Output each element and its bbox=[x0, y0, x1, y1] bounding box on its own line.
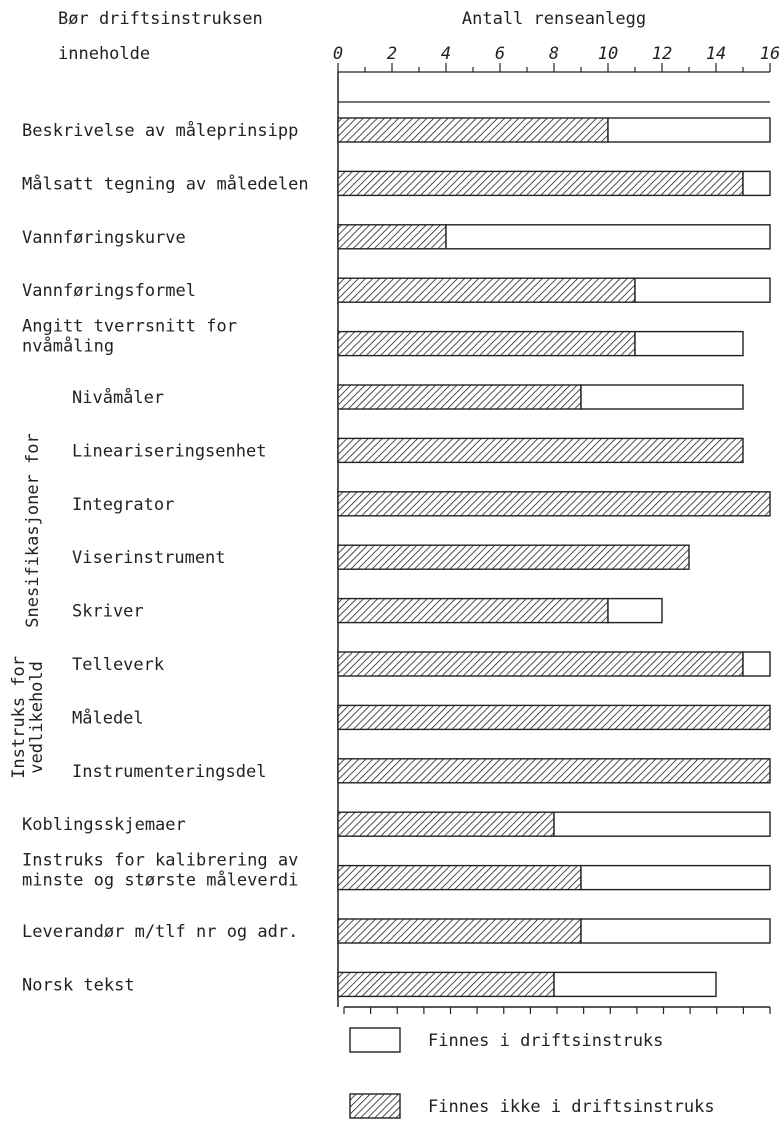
group-label: vedlikehold bbox=[27, 661, 47, 774]
x-tick-label: 14 bbox=[706, 44, 726, 64]
x-tick-label: 2 bbox=[387, 44, 397, 64]
bar-hatched bbox=[337, 544, 690, 570]
bar-hatched bbox=[337, 330, 636, 357]
bar-white bbox=[445, 224, 771, 250]
category-label: Leverandør m/tlf nr og adr. bbox=[22, 922, 298, 942]
bar-white bbox=[742, 651, 771, 677]
bar-white bbox=[553, 971, 717, 998]
bar-hatched bbox=[337, 704, 771, 731]
bar-hatched bbox=[337, 170, 744, 197]
x-tick-label: 6 bbox=[495, 44, 505, 64]
group-label: Snesifikasjoner for bbox=[23, 433, 43, 627]
x-tick-label: 16 bbox=[760, 44, 779, 64]
category-label: Lineariseringsenhet bbox=[72, 441, 266, 461]
category-label: nvåmåling bbox=[22, 336, 114, 357]
x-axis-label: Antall renseanlegg bbox=[462, 9, 646, 29]
bar-hatched bbox=[337, 224, 447, 250]
category-label: Viserinstrument bbox=[72, 548, 226, 568]
legend-swatch-white bbox=[349, 1027, 401, 1053]
bar-white bbox=[607, 117, 771, 143]
category-label: Telleverk bbox=[72, 655, 164, 675]
bar-hatched bbox=[337, 811, 555, 837]
category-label: Vannføringskurve bbox=[22, 228, 186, 248]
x-tick-label: 12 bbox=[652, 44, 672, 64]
bar-hatched bbox=[337, 971, 555, 998]
title-line-1: Bør driftsinstruksen bbox=[58, 9, 263, 29]
category-label: Angitt tverrsnitt for bbox=[22, 317, 237, 337]
legend-label: Finnes ikke i driftsinstruks bbox=[428, 1097, 715, 1117]
bar-hatched bbox=[337, 277, 636, 303]
bar-hatched bbox=[337, 491, 771, 517]
title-line-2: inneholde bbox=[58, 44, 150, 64]
category-label: Integrator bbox=[72, 495, 174, 515]
x-tick-label: 0 bbox=[333, 44, 343, 64]
bar-hatched bbox=[337, 758, 771, 784]
bar-hatched bbox=[337, 597, 609, 624]
category-label: Skriver bbox=[72, 602, 144, 622]
bar-hatched bbox=[337, 384, 582, 410]
bar-hatched bbox=[337, 117, 609, 143]
category-label: Norsk tekst bbox=[22, 975, 135, 995]
bar-white bbox=[580, 864, 771, 891]
bar-white bbox=[634, 277, 771, 303]
category-label: Målsatt tegning av måledelen bbox=[22, 173, 309, 194]
x-tick-label: 8 bbox=[549, 44, 559, 64]
bar-hatched bbox=[337, 864, 582, 891]
legend-label: Finnes i driftsinstruks bbox=[428, 1031, 663, 1051]
x-tick-label: 10 bbox=[598, 44, 618, 64]
bar-hatched bbox=[337, 651, 744, 677]
category-label: minste og største måleverdi bbox=[22, 870, 298, 891]
x-tick-label: 4 bbox=[441, 44, 451, 64]
bar-white bbox=[553, 811, 771, 837]
bar-white bbox=[580, 918, 771, 944]
bar-hatched bbox=[337, 918, 582, 944]
category-label: Instruks for kalibrering av bbox=[22, 851, 298, 871]
bar-white bbox=[607, 597, 663, 624]
category-label: Måledel bbox=[72, 707, 144, 728]
category-label: Beskrivelse av måleprinsipp bbox=[22, 120, 298, 141]
bar-white bbox=[580, 384, 744, 410]
legend-swatch-hatched bbox=[349, 1093, 401, 1119]
bar-white bbox=[634, 330, 744, 357]
bar-hatched bbox=[337, 437, 744, 464]
category-label: Instrumenteringsdel bbox=[72, 762, 266, 782]
group-label: Instruks for bbox=[9, 656, 29, 779]
category-label: Koblingsskjemaer bbox=[22, 815, 186, 835]
category-label: Nivåmåler bbox=[72, 387, 164, 408]
bar-white bbox=[742, 170, 771, 197]
category-label: Vannføringsformel bbox=[22, 281, 196, 301]
